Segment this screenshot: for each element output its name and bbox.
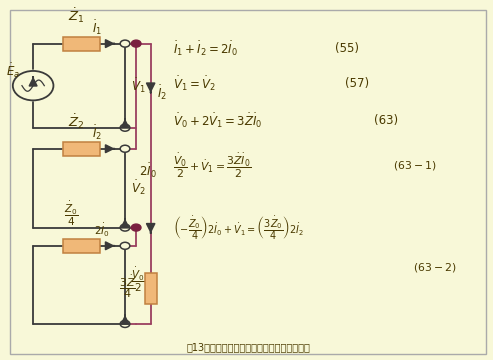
Circle shape — [131, 224, 141, 231]
Circle shape — [120, 124, 130, 131]
Text: $2\dot{I}_0$: $2\dot{I}_0$ — [94, 222, 109, 239]
Text: $\dot{V}_2$: $\dot{V}_2$ — [131, 179, 146, 197]
Text: $\dot{V}_0 + 2\dot{V}_1 = 3\dot{Z}\dot{I}_0$: $\dot{V}_0 + 2\dot{V}_1 = 3\dot{Z}\dot{I… — [174, 112, 263, 130]
Text: $\dot{Z}_1$: $\dot{Z}_1$ — [69, 6, 85, 26]
Text: $\dot{I}_1 + \dot{I}_2 = 2\dot{I}_0$: $\dot{I}_1 + \dot{I}_2 = 2\dot{I}_0$ — [174, 40, 238, 58]
Bar — [64, 142, 100, 156]
Bar — [64, 239, 100, 253]
Text: $\dfrac{\dot{V}_0}{2}$: $\dfrac{\dot{V}_0}{2}$ — [131, 265, 145, 294]
Text: $\dot{I}_2$: $\dot{I}_2$ — [92, 123, 102, 142]
Bar — [64, 37, 100, 51]
Circle shape — [120, 242, 130, 249]
Bar — [144, 273, 157, 304]
Text: $\dot{I}_1$: $\dot{I}_1$ — [92, 18, 102, 37]
Text: $\dot{V}_1 = \dot{V}_2$: $\dot{V}_1 = \dot{V}_2$ — [174, 75, 216, 93]
Text: $\dot{E}_a$: $\dot{E}_a$ — [5, 62, 20, 80]
Text: $(63-2)$: $(63-2)$ — [413, 261, 457, 274]
Text: (63): (63) — [374, 114, 398, 127]
Text: $\dot{Z}_2$: $\dot{Z}_2$ — [69, 112, 85, 131]
Circle shape — [120, 40, 130, 47]
Text: 第13図　二相短絡一相地絡回路の対称分回路: 第13図 二相短絡一相地絡回路の対称分回路 — [186, 342, 310, 352]
Text: (55): (55) — [335, 42, 359, 55]
Text: $\dfrac{\dot{V}_0}{2} + \dot{V}_1 = \dfrac{3\dot{Z}\dot{I}_0}{2}$: $\dfrac{\dot{V}_0}{2} + \dot{V}_1 = \dfr… — [174, 152, 251, 180]
Circle shape — [131, 40, 141, 47]
Text: (57): (57) — [345, 77, 369, 90]
Circle shape — [120, 145, 130, 152]
Circle shape — [13, 71, 53, 100]
Text: $\dot{I}_2$: $\dot{I}_2$ — [157, 84, 167, 102]
Text: $(63-1)$: $(63-1)$ — [393, 159, 437, 172]
Text: $\left(-\dfrac{\dot{Z}_0}{4}\right)2\dot{I}_0 + \dot{V}_1 = \left(\dfrac{3\dot{Z: $\left(-\dfrac{\dot{Z}_0}{4}\right)2\dot… — [174, 213, 305, 242]
Text: $\dfrac{3\dot{Z}}{4}$: $\dfrac{3\dot{Z}}{4}$ — [119, 273, 136, 300]
Circle shape — [120, 320, 130, 328]
Circle shape — [120, 224, 130, 231]
Text: $2\dot{I}_0$: $2\dot{I}_0$ — [140, 161, 157, 180]
Text: $\dfrac{\dot{Z}_0}{4}$: $\dfrac{\dot{Z}_0}{4}$ — [64, 200, 78, 228]
Text: $\dot{V}_1$: $\dot{V}_1$ — [131, 76, 146, 95]
